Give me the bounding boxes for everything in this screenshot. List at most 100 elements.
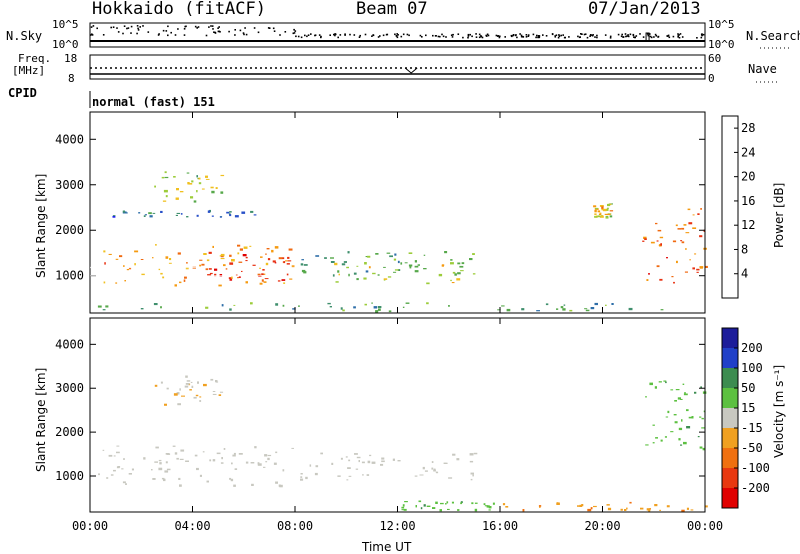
- power-panel-echo-cell: [656, 240, 659, 242]
- power-panel-echo-cell: [161, 176, 165, 179]
- power-panel-echo-cell: [265, 253, 267, 255]
- velocity-panel-echo-cell: [472, 474, 474, 477]
- power-panel-echo-cell: [393, 271, 397, 273]
- power-panel-echo-cell: [234, 215, 239, 218]
- velocity-panel-echo-cell: [166, 387, 169, 390]
- velocity-panel-echo-cell: [702, 447, 705, 451]
- nsky-dot: [622, 36, 624, 38]
- nsky-dot: [196, 27, 198, 29]
- nsky-dot: [555, 34, 558, 36]
- power-panel-echo-cell: [335, 281, 339, 283]
- power-panel-echo-cell: [261, 279, 264, 282]
- power-panel-echo-cell: [457, 272, 461, 275]
- nsky-dot: [700, 33, 703, 36]
- velocity-panel-echo-cell: [474, 502, 478, 504]
- nsky-dot: [551, 33, 554, 36]
- velocity-panel-echo-cell: [439, 509, 442, 512]
- nsky-dot: [579, 36, 581, 38]
- velocity-panel-echo-cell: [431, 461, 434, 463]
- power-panel-echo-cell: [185, 267, 189, 270]
- power-panel-echo-cell: [444, 251, 448, 254]
- nsky-dot: [560, 34, 562, 37]
- nsky-dot: [300, 36, 303, 39]
- velocity-panel-echo-cell: [212, 391, 216, 392]
- velocity-panel-echo-cell: [196, 467, 199, 471]
- nsky-dot: [678, 34, 680, 36]
- velocity-panel-echo-cell: [195, 394, 199, 397]
- velocity-panel-echo-cell: [356, 456, 361, 459]
- nsky-dot: [385, 33, 388, 36]
- nsky-dot: [212, 28, 214, 30]
- velocity-panel-echo-cell: [660, 439, 663, 442]
- power-panel-echo-cell: [452, 271, 456, 274]
- power-panel-echo-cell: [367, 255, 371, 258]
- nsky-dot: [542, 34, 544, 36]
- power-panel-echo-cell: [229, 308, 232, 311]
- power-panel-echo-cell: [179, 281, 182, 284]
- power-panel-echo-cell: [696, 268, 700, 271]
- power-panel-echo-cell: [164, 171, 167, 174]
- velocity-panel-echo-cell: [682, 383, 685, 385]
- power-panel-echo-cell: [238, 261, 243, 263]
- nsky-dot: [234, 34, 236, 36]
- velocity-panel-echo-cell: [401, 506, 405, 509]
- velocity-panel-echo-cell: [300, 478, 304, 481]
- power-panel-echo-cell: [155, 244, 157, 246]
- power-panel-echo-cell: [277, 280, 281, 282]
- power-panel-echo-cell: [242, 254, 247, 257]
- velocity-panel-echo-cell: [470, 478, 473, 481]
- velocity-panel-echo-cell: [691, 416, 694, 419]
- nsky-dot: [701, 34, 703, 37]
- nsky-dot: [239, 29, 242, 32]
- power-panel-echo-cell: [274, 262, 277, 264]
- nsky-dot: [318, 34, 321, 36]
- power-panel-echo-cell: [598, 213, 602, 215]
- power-panel-echo-cell: [377, 274, 380, 276]
- power-panel-echo-cell: [140, 308, 144, 310]
- power-panel-echo-cell: [343, 261, 347, 263]
- power-panel-echo-cell: [688, 222, 693, 225]
- nsky-dot: [304, 34, 306, 37]
- nsky-dot: [445, 36, 447, 38]
- power-panel-echo-cell: [201, 263, 205, 266]
- nsky-dot: [284, 31, 287, 33]
- velocity-panel-echo-cell: [116, 466, 120, 469]
- power-colorbar-label: Power [dB]: [772, 182, 786, 248]
- power-panel-echo-cell: [177, 252, 181, 255]
- velocity-panel-echo-cell: [607, 507, 612, 511]
- velocity-panel-echo-cell: [106, 477, 109, 479]
- velocity-panel-echo-cell: [701, 417, 704, 420]
- velocity-panel-echo-cell: [414, 475, 418, 477]
- nsky-dot: [165, 30, 168, 32]
- power-panel-echo-cell: [205, 268, 209, 271]
- nsky-dot: [625, 35, 627, 38]
- velocity-panel-echo-cell: [470, 472, 474, 475]
- nsky-dot: [112, 26, 115, 28]
- velocity-panel-echo-cell: [666, 505, 670, 508]
- velocity-colorbar-segment: [722, 348, 738, 369]
- power-panel-echo-cell: [602, 208, 607, 212]
- nsky-dot: [333, 33, 335, 36]
- nsky-dot: [568, 36, 570, 38]
- velocity-panel-echo-cell: [670, 389, 674, 391]
- power-panel-echo-cell: [692, 227, 697, 229]
- power-panel-echo-cell: [158, 268, 161, 271]
- velocity-panel-echo-cell: [355, 468, 359, 470]
- nsky-dot: [537, 36, 539, 39]
- nsky-dot: [228, 30, 230, 33]
- velocity-panel-ytick-label: 1000: [55, 469, 84, 483]
- velocity-panel-echo-cell: [314, 472, 318, 476]
- velocity-colorbar-segment: [722, 448, 738, 469]
- velocity-panel-echo-cell: [194, 454, 198, 457]
- nsky-dot: [358, 36, 361, 38]
- power-panel-echo-cell: [165, 195, 168, 198]
- power-panel-echo-cell: [211, 190, 215, 194]
- power-panel-echo-cell: [282, 257, 285, 260]
- velocity-panel-echo-cell: [110, 474, 114, 476]
- nsky-dot: [344, 34, 346, 36]
- velocity-panel-ytick-label: 4000: [55, 337, 84, 351]
- nsky-dot: [157, 34, 160, 36]
- power-panel-echo-cell: [394, 253, 397, 256]
- nsky-dot: [279, 34, 281, 36]
- nsky-dot: [439, 35, 441, 38]
